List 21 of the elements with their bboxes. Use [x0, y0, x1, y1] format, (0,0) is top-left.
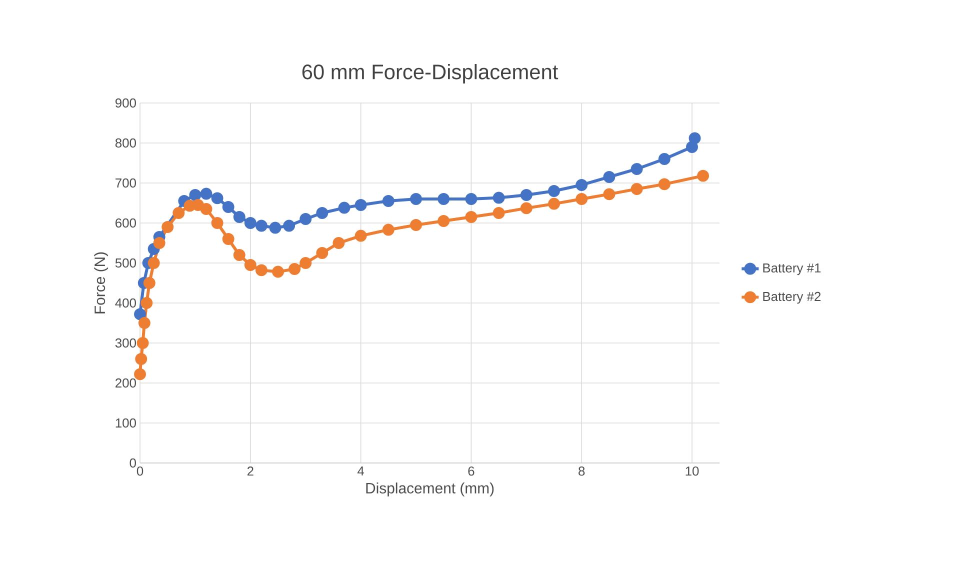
x-tick-label: 8	[578, 466, 585, 476]
y-tick-label: 0	[130, 458, 136, 468]
y-axis-title: Force (N)	[94, 252, 108, 314]
legend-label: Battery #1	[763, 264, 821, 276]
y-tick-label: 700	[116, 178, 136, 188]
y-tick-label: 600	[116, 218, 136, 228]
x-tick-label: 2	[247, 466, 254, 476]
y-tick-label: 100	[116, 418, 136, 428]
x-tick-label: 6	[468, 466, 474, 476]
x-axis-title: Displacement (mm)	[366, 482, 494, 496]
y-tick-label: 500	[115, 258, 136, 268]
y-tick-label: 200	[116, 378, 136, 388]
y-tick-label: 800	[115, 138, 136, 148]
y-tick-label: 900	[115, 98, 136, 108]
x-tick-label: 0	[136, 466, 144, 476]
chart-title: 60 mm Force-Displacement	[302, 64, 558, 84]
x-tick-label: 4	[358, 466, 364, 476]
y-tick-label: 300	[115, 338, 136, 348]
legend-label: Battery #2	[763, 292, 821, 304]
x-tick-label: 10	[686, 466, 699, 476]
y-tick-label: 400	[115, 298, 136, 308]
